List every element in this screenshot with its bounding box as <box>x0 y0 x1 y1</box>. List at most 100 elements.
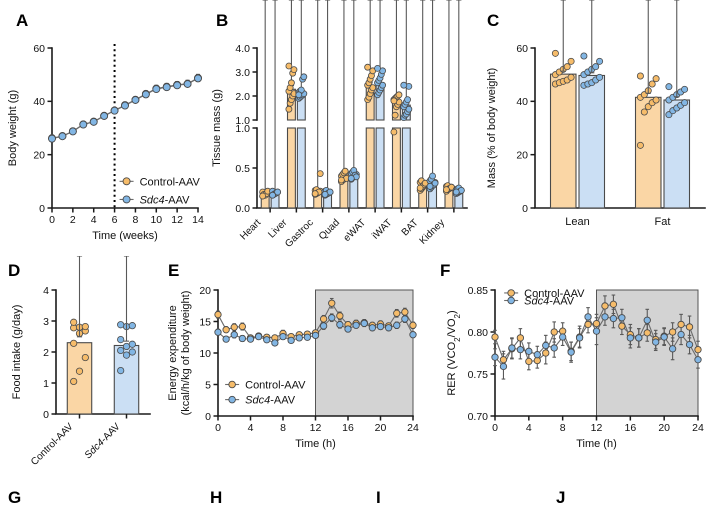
y-tick-label: 0 <box>39 203 45 215</box>
marker-Control-AAV <box>328 299 336 307</box>
marker-Sdc4-AAV <box>499 362 508 371</box>
x-category-label: Gastroc <box>283 217 316 250</box>
marker-Control-AAV <box>214 310 222 319</box>
marker-Control-AAV <box>618 322 626 330</box>
scatter-point <box>321 190 329 198</box>
marker-Sdc4-AAV <box>48 134 56 143</box>
scatter-point <box>128 340 136 348</box>
panel-f-xlabel: Time (h) <box>576 438 617 450</box>
marker-Sdc4-AAV <box>626 334 634 342</box>
legend-label-control: Control-AAV <box>140 176 201 188</box>
x-tick-label: 20 <box>658 422 670 434</box>
x-tick-label: 6 <box>112 214 118 226</box>
panel-e-ylabel-line1: Energy expenditure <box>167 305 179 400</box>
marker-Sdc4-AAV <box>643 316 651 324</box>
scatter-point <box>81 322 89 331</box>
marker-Sdc4-AAV <box>609 314 618 323</box>
legend-marker-control <box>122 177 131 186</box>
scatter-point <box>442 186 450 194</box>
marker-Sdc4-AAV <box>635 334 643 342</box>
x-category-label: BAT <box>400 217 421 238</box>
marker-Control-AAV <box>319 315 328 323</box>
scatter-point <box>290 66 298 73</box>
y-tick-label: 20 <box>199 285 211 297</box>
y-tick-label: 1 <box>43 378 49 390</box>
scatter-point <box>128 322 136 330</box>
marker-Sdc4-AAV <box>677 330 685 339</box>
bar-lower-Liver-Control-AAV <box>286 127 296 209</box>
scatter-point <box>636 72 644 80</box>
scatter-point <box>390 128 398 136</box>
panel-a-chart: 0 20 40 60 0 2 4 6 8 10 12 14 Time (weeks) Body weigh… <box>7 43 204 242</box>
marker-Sdc4-AAV <box>121 101 129 110</box>
x-tick-label: 4 <box>526 422 532 434</box>
scatter-point <box>117 346 125 355</box>
x-tick-label: 12 <box>591 422 603 434</box>
marker-Sdc4-AAV <box>110 106 119 115</box>
scatter-point <box>652 75 660 83</box>
bar-0 <box>66 342 93 415</box>
y-tick-label-upper: 3.0 <box>235 67 250 79</box>
marker-Sdc4-AAV <box>567 348 575 356</box>
panel-a-xlabel: Time (weeks) <box>92 230 158 242</box>
scatter-point <box>70 377 78 386</box>
scatter-point <box>374 65 381 72</box>
scatter-point <box>665 83 673 91</box>
scatter-point <box>122 351 131 359</box>
x-category-label: Control-AAV <box>29 421 76 468</box>
panel-letter-c: C <box>487 11 500 30</box>
marker-Sdc4-AAV <box>601 313 609 321</box>
y-tick-label: 20 <box>516 149 528 161</box>
panel-f-chart: 0.70 0.75 0.80 0.85 0 4 8 12 16 20 24 Time (h) RER (… <box>446 285 704 450</box>
scatter-point <box>70 339 78 347</box>
scatter-point <box>316 170 324 178</box>
y-tick-label-lower: 0.5 <box>235 163 250 175</box>
scatter-point <box>640 108 648 116</box>
bar-1 <box>113 344 140 415</box>
bar-Lean-Sdc4-AAV <box>578 74 606 209</box>
legend-marker-sdc4 <box>122 195 131 204</box>
legend-label-control: Control-AAV <box>245 380 306 392</box>
x-tick-label: 2 <box>70 214 76 226</box>
marker-Control-AAV <box>685 323 694 331</box>
x-category-label: iWAT <box>370 217 394 241</box>
marker-Sdc4-AAV <box>311 331 320 340</box>
scatter-point <box>563 63 571 71</box>
x-category-label: Kidney <box>418 217 447 246</box>
panel-letter-j: J <box>556 488 566 507</box>
marker-Sdc4-AAV <box>230 331 238 339</box>
marker-Sdc4-AAV <box>263 336 271 344</box>
scatter-point <box>364 63 372 71</box>
x-tick-label: 4 <box>248 422 254 434</box>
y-tick-label: 60 <box>516 43 528 55</box>
y-tick-label-upper: 2.0 <box>235 91 250 103</box>
y-tick-label-upper: 4.0 <box>235 43 250 55</box>
scatter-point <box>681 99 689 107</box>
marker-Sdc4-AAV <box>550 344 558 352</box>
marker-Sdc4-AAV <box>238 334 247 343</box>
y-tick-label: 15 <box>199 316 211 328</box>
legend-marker-sdc4 <box>507 296 515 305</box>
x-tick-label: 0 <box>492 422 498 434</box>
y-tick-label: 0 <box>43 409 49 421</box>
scatter-point <box>426 182 434 190</box>
marker-Sdc4-AAV <box>368 324 377 332</box>
x-category-label: Quad <box>317 217 342 242</box>
marker-Sdc4-AAV <box>575 334 584 342</box>
scatter-point <box>580 52 588 60</box>
y-tick-label: 0.75 <box>468 369 489 381</box>
y-tick-label: 60 <box>33 43 45 55</box>
marker-Sdc4-AAV <box>319 322 328 330</box>
panel-c-ylabel: Mass (% of body weight) <box>486 68 498 188</box>
x-category-label: Heart <box>238 217 263 242</box>
scatter-point <box>681 85 689 93</box>
marker-Sdc4-AAV <box>525 347 533 355</box>
bar-lower-iWAT-Control-AAV <box>391 127 401 209</box>
scatter-point <box>636 141 644 149</box>
marker-Sdc4-AAV <box>584 313 592 321</box>
panel-a-ylabel: Body weight (g) <box>7 90 19 166</box>
marker-Sdc4-AAV <box>618 314 626 322</box>
x-category-label: Sdc4-AAV <box>83 421 123 461</box>
marker-Sdc4-AAV <box>376 322 385 331</box>
